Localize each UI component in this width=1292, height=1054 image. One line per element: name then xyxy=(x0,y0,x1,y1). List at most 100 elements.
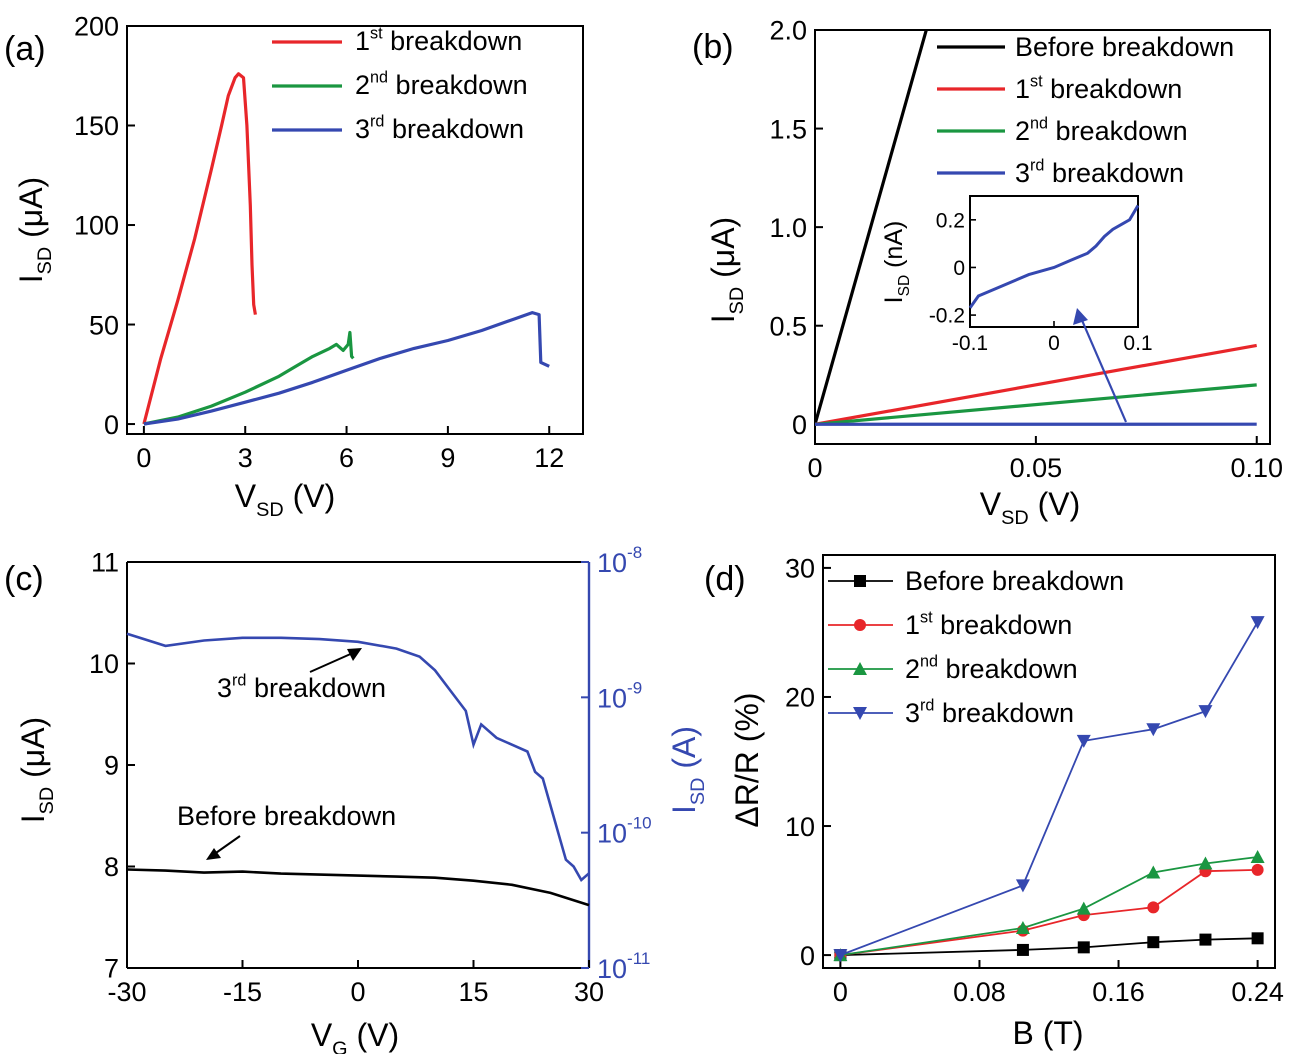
panel-a-x-tick-label-0: 0 xyxy=(136,443,151,473)
panel-b-legend-label-4: 3rd breakdown xyxy=(1015,157,1184,188)
panel-a-series-line-1 xyxy=(142,72,257,425)
panel-a-x-tick-label-4: 12 xyxy=(534,443,564,473)
inset-y-tick-label-1: 0 xyxy=(953,257,965,280)
panel-c-series-line-blue xyxy=(126,632,590,883)
inset-x-tick-label-1: 0 xyxy=(1048,332,1060,355)
panel-d-legend-label-4-rest: breakdown xyxy=(934,698,1074,728)
panel-c-annotation-before: Before breakdown xyxy=(177,801,396,831)
panel-d-series-4-point-1 xyxy=(1015,879,1030,893)
panel-c-y2-tick-base-0: 10 xyxy=(597,954,627,984)
panel-d-series-2-point-5 xyxy=(1251,863,1264,876)
panel-d-series-1-point-2 xyxy=(1077,941,1090,954)
panel-d-legend-label-4-sup: rd xyxy=(920,697,934,715)
panel-d-series-1-point-4 xyxy=(1199,933,1212,946)
panel-a-legend-label-3: 3rd breakdown xyxy=(355,113,524,144)
panel-d-series-3-point-1 xyxy=(1015,920,1030,934)
panel-b-legend-label-4-sup: rd xyxy=(1030,157,1044,175)
panel-d-legend-label-2: 1st breakdown xyxy=(905,609,1072,640)
panel-b-legend-label-3-sup: nd xyxy=(1030,115,1048,133)
panel-d-y-tick-label-1: 10 xyxy=(785,812,815,842)
panel-d-legend-label-1: Before breakdown xyxy=(905,566,1124,596)
panel-c-x-tick-label-2: 0 xyxy=(350,977,365,1007)
panel-c-x-axis-title-sub: G xyxy=(332,1038,347,1054)
panel-d-label: (d) xyxy=(704,560,746,598)
panel-b-legend-label-3: 2nd breakdown xyxy=(1015,115,1188,146)
panel-a-x-axis-title-main: V xyxy=(235,478,257,514)
panel-d-series-line-4 xyxy=(840,621,1259,956)
panel-b-legend-label-2-main: 1 xyxy=(1015,74,1030,104)
inset-y-tick-label-0: -0.2 xyxy=(929,305,965,328)
panel-c-annotation-third-rest: breakdown xyxy=(246,673,386,703)
panel-c: -30 -15 0 15 30789101110-1110-1010-910-83rd … xyxy=(4,543,709,1054)
panel-b-legend-label-2-sup: st xyxy=(1030,73,1043,91)
panel-c-annotation-third-arrow-head xyxy=(347,648,362,661)
panel-d-series-2-point-3 xyxy=(1147,901,1160,914)
panel-d-series-3-point-3 xyxy=(1146,865,1161,879)
panel-d-series-3-point-4 xyxy=(1198,856,1213,870)
panel-d-series-line-3 xyxy=(840,856,1258,956)
panel-c-x-tick-label-1: -15 xyxy=(223,977,262,1007)
panel-b-x-axis-title: VSD (V) xyxy=(980,486,1080,529)
panel-b-x-tick-label-2: 0.10 xyxy=(1230,453,1283,483)
panel-d-series-1-point-1 xyxy=(1016,943,1029,956)
panel-a-x-axis-title-sub: SD xyxy=(256,499,284,521)
panel-d-legend-label-3: 2nd breakdown xyxy=(905,653,1078,684)
panel-b-frame xyxy=(814,29,1271,445)
panel-d-x-tick-label-1: 0.08 xyxy=(953,977,1006,1007)
panel-a-y-axis-title-main: I xyxy=(13,274,49,283)
panel-a-x-tick-label-3: 9 xyxy=(440,443,455,473)
panel-b-x-axis-title-sub: SD xyxy=(1001,507,1029,529)
panel-c-x-tick-label-4: 30 xyxy=(574,977,604,1007)
inset-x-tick-label-2: 0.1 xyxy=(1123,332,1152,355)
panel-d-legend-label-4-main: 3 xyxy=(905,698,920,728)
panel-b-legend-label-4-rest: breakdown xyxy=(1044,158,1184,188)
panel-c-y2-tick-label-1: 10-10 xyxy=(597,814,652,849)
inset-x-tick-label-0: -0.1 xyxy=(952,332,988,355)
panel-c-y-tick-label-1: 8 xyxy=(104,852,119,882)
panel-c-y-axis-title-main: I xyxy=(15,814,51,823)
panel-b-x-tick-label-0: 0 xyxy=(807,453,822,483)
panel-d-legend-label-3-sup: nd xyxy=(920,653,938,671)
panel-a-y-axis-title-sub: SD xyxy=(34,247,56,275)
panel-a-y-axis-title: ISD (μA) xyxy=(13,177,56,283)
panel-d-legend-marker-2 xyxy=(854,619,866,631)
panel-d-y-axis-title: ΔR/R (%) xyxy=(729,692,765,827)
panel-c-annotation-third: 3rd breakdown xyxy=(217,672,386,703)
panel-c-y2-tick-label-3: 10-8 xyxy=(597,543,642,578)
panel-a-legend-label-1-main: 1 xyxy=(355,26,370,56)
panel-c-annotation-before-arrow-head xyxy=(206,848,221,860)
panel-b-y-tick-label-1: 0.5 xyxy=(769,311,807,341)
panel-c-x-axis-title-main: V xyxy=(311,1017,333,1053)
panel-d-legend-marker-4 xyxy=(853,707,867,720)
panel-d-series-1-point-5 xyxy=(1251,932,1264,945)
panel-b-y-tick-label-0: 0 xyxy=(792,410,807,440)
panel-c-y-axis-title-sub: SD xyxy=(36,787,58,815)
panel-d-series-line-2 xyxy=(840,869,1258,956)
panel-c-x-axis-title-unit: (V) xyxy=(348,1017,400,1053)
panel-d-x-tick-label-0: 0 xyxy=(833,977,848,1007)
panel-c-y-axis-title: ISD (μA) xyxy=(15,717,58,823)
panel-d-x-axis-title: B (T) xyxy=(1012,1015,1083,1051)
panel-a-legend-label-2-rest: breakdown xyxy=(388,70,528,100)
panel-b-y-tick-label-4: 2.0 xyxy=(769,16,807,46)
panel-d-legend-label-3-rest: breakdown xyxy=(938,654,1078,684)
panel-d-series-4-point-4 xyxy=(1198,705,1213,719)
panel-d-series-4-point-2 xyxy=(1076,734,1091,748)
panel-c-y2-axis-title-unit: (A) xyxy=(666,726,702,778)
panel-a-y-tick-label-2: 100 xyxy=(74,211,119,241)
panel-d-series-3-point-5 xyxy=(1250,850,1265,864)
panel-b-legend-label-4-main: 3 xyxy=(1015,158,1030,188)
panel-c-y2-axis-title: ISD (A) xyxy=(666,726,709,814)
panel-d-series-line-1 xyxy=(840,937,1258,956)
panel-c-y2-tick-base-3: 10 xyxy=(597,548,627,578)
panel-b-y-tick-label-2: 1.0 xyxy=(769,213,807,243)
panel-b-y-axis-title: ISD (μA) xyxy=(705,217,748,323)
panel-a-frame xyxy=(126,25,584,435)
panel-b-legend-label-3-rest: breakdown xyxy=(1048,116,1188,146)
inset-arrow-line xyxy=(1079,317,1128,423)
panel-a-y-tick-label-4: 200 xyxy=(74,12,119,42)
panel-b-x-tick-label-1: 0.05 xyxy=(1010,453,1063,483)
panel-c-y-tick-label-4: 11 xyxy=(91,548,119,578)
panel-d-series-3-point-2 xyxy=(1076,901,1091,915)
